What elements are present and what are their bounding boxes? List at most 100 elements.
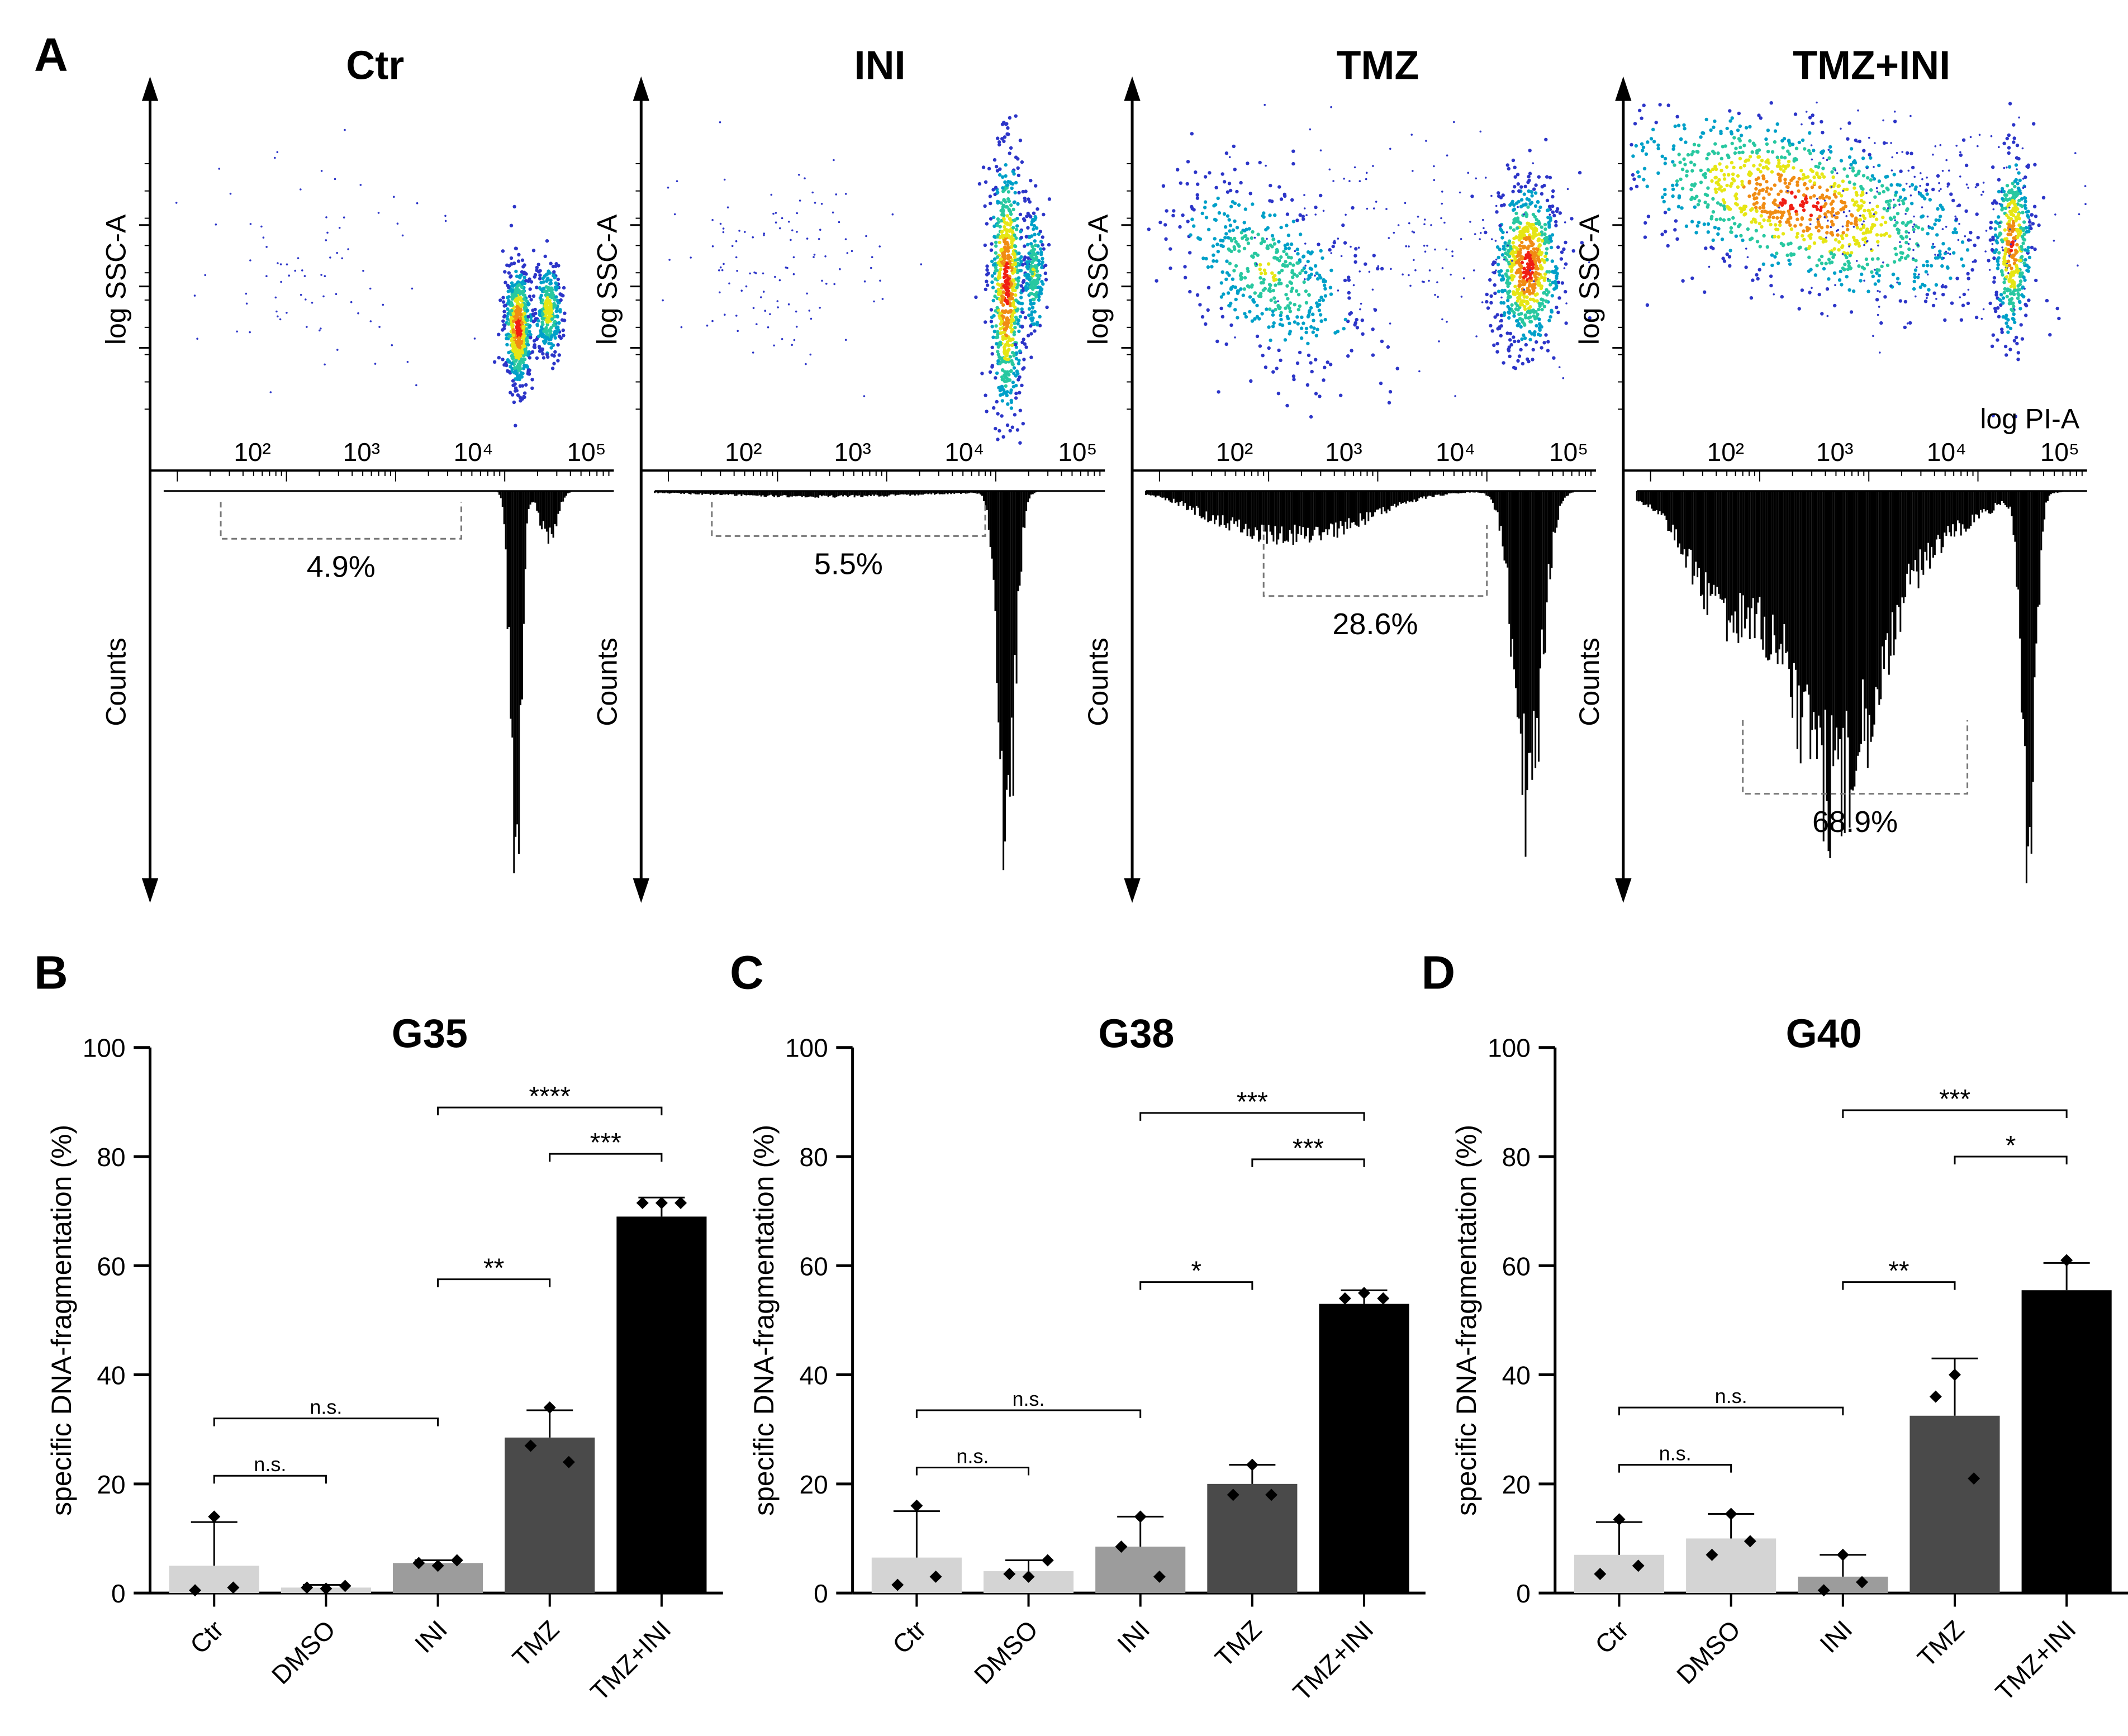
- flow-event-dot: [1811, 113, 1814, 117]
- flow-event-dot: [1357, 246, 1360, 249]
- flow-event-dot: [1280, 269, 1284, 273]
- flow-event-dot: [502, 326, 506, 331]
- flow-event-dot: [1262, 240, 1266, 244]
- flow-event-dot: [1749, 208, 1753, 212]
- flow-event-dot: [1224, 277, 1228, 282]
- flow-event-dot: [1796, 217, 1799, 221]
- flow-event-dot: [667, 187, 669, 189]
- flow-event-dot: [498, 298, 502, 302]
- flow-event-dot: [990, 325, 994, 329]
- flow-event-dot: [1537, 307, 1541, 312]
- flow-event-dot: [1006, 190, 1011, 194]
- flow-x-tick-label: 10³: [1325, 437, 1362, 467]
- flow-event-dot: [1846, 137, 1850, 141]
- flow-event-dot: [520, 291, 524, 295]
- flow-event-dot: [1859, 227, 1863, 231]
- flow-event-dot: [1239, 180, 1243, 185]
- flow-event-dot: [1183, 275, 1188, 279]
- flow-event-dot: [1161, 184, 1166, 188]
- flow-event-dot: [1754, 187, 1758, 191]
- flow-event-dot: [1029, 292, 1033, 296]
- flow-event-dot: [1973, 243, 1977, 248]
- flow-event-dot: [553, 303, 557, 308]
- flow-event-dot: [1508, 289, 1512, 293]
- flow-event-dot: [1033, 232, 1037, 236]
- flow-event-dot: [1005, 325, 1009, 329]
- flow-event-dot: [1748, 237, 1752, 241]
- flow-event-dot: [175, 202, 178, 204]
- flow-event-dot: [999, 267, 1003, 272]
- flow-event-dot: [1508, 338, 1512, 342]
- flow-event-dot: [999, 257, 1003, 261]
- flow-event-dot: [991, 286, 995, 289]
- flow-event-dot: [1780, 295, 1784, 299]
- flow-event-dot: [1520, 260, 1524, 265]
- flow-event-dot: [1003, 327, 1006, 331]
- flow-event-dot: [1024, 189, 1028, 193]
- flow-event-dot: [1511, 254, 1516, 258]
- flow-event-dot: [806, 237, 809, 240]
- flow-event-dot: [555, 298, 559, 302]
- flow-event-dot: [509, 365, 512, 369]
- flow-event-dot: [994, 240, 998, 244]
- flow-event-dot: [776, 300, 779, 302]
- flow-event-dot: [1039, 250, 1043, 254]
- flow-event-dot: [1713, 164, 1717, 169]
- flow-event-dot: [1711, 238, 1715, 242]
- flow-event-dot: [1016, 173, 1021, 178]
- flow-event-dot: [507, 360, 511, 364]
- flow-event-dot: [1181, 213, 1185, 217]
- flow-event-dot: [1256, 232, 1260, 236]
- flow-event-dot: [1709, 128, 1713, 132]
- flow-event-dot: [1889, 217, 1893, 221]
- flow-event-dot: [1722, 259, 1727, 263]
- flow-event-dot: [1010, 343, 1014, 348]
- flow-event-dot: [1519, 198, 1524, 202]
- flow-event-dot: [1322, 378, 1326, 382]
- flow-event-dot: [804, 177, 806, 180]
- flow-event-dot: [1228, 156, 1231, 159]
- flow-event-dot: [1020, 325, 1024, 329]
- flow-event-dot: [1229, 249, 1233, 253]
- flow-event-dot: [504, 303, 507, 307]
- flow-event-dot: [1006, 344, 1011, 348]
- flow-event-dot: [514, 371, 518, 375]
- flow-x-tick-label: 10⁵: [2040, 437, 2079, 467]
- flow-event-dot: [1893, 246, 1897, 251]
- flow-event-dot: [1220, 270, 1224, 274]
- flow-event-dot: [1641, 145, 1646, 149]
- flow-event-dot: [514, 246, 518, 250]
- flow-event-dot: [549, 346, 553, 350]
- flow-event-dot: [1000, 314, 1004, 318]
- flow-event-dot: [1905, 208, 1909, 212]
- flow-event-dot: [1002, 284, 1006, 288]
- flow-event-dot: [334, 178, 336, 180]
- flow-event-dot: [1711, 149, 1715, 154]
- flow-event-dot: [1258, 263, 1262, 267]
- flow-event-dot: [1306, 341, 1310, 345]
- flow-event-dot: [1741, 238, 1745, 242]
- flow-event-dot: [1219, 295, 1224, 299]
- flow-event-dot: [810, 317, 813, 320]
- flow-event-dot: [1536, 200, 1540, 204]
- flow-event-dot: [1511, 189, 1515, 193]
- flow-event-dot: [1730, 132, 1733, 136]
- flow-event-dot: [1031, 287, 1035, 291]
- flow-event-dot: [1488, 278, 1492, 282]
- flow-event-dot: [1219, 281, 1223, 285]
- flow-event-dot: [518, 316, 522, 320]
- flow-event-dot: [1319, 319, 1323, 323]
- flow-event-dot: [1529, 241, 1533, 245]
- flow-event-dot: [550, 317, 554, 321]
- flow-event-dot: [994, 244, 998, 248]
- flow-event-dot: [1358, 180, 1361, 183]
- flow-event-dot: [1262, 211, 1266, 215]
- flow-event-dot: [1292, 377, 1296, 382]
- flow-event-dot: [1832, 247, 1836, 251]
- flow-event-dot: [1009, 146, 1013, 150]
- flow-event-dot: [1234, 336, 1236, 339]
- flow-event-dot: [300, 293, 302, 296]
- flow-event-dot: [1768, 215, 1771, 219]
- flow-event-dot: [1037, 275, 1041, 279]
